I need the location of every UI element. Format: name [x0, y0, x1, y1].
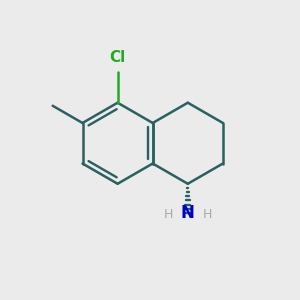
Text: N: N [181, 204, 195, 222]
Text: H: H [164, 208, 173, 221]
Text: Cl: Cl [110, 50, 126, 65]
Text: H: H [202, 208, 212, 221]
